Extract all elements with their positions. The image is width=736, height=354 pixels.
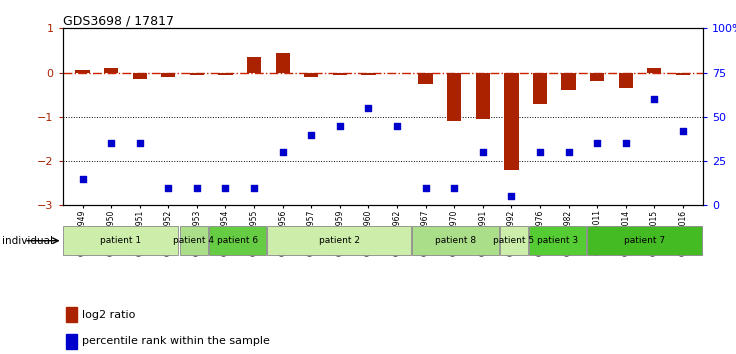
Bar — [267, 226, 411, 255]
Point — [477, 149, 489, 155]
Text: patient 4: patient 4 — [173, 235, 214, 245]
Text: percentile rank within the sample: percentile rank within the sample — [82, 336, 269, 346]
Bar — [209, 226, 266, 255]
Point — [277, 149, 289, 155]
Text: individual: individual — [2, 236, 53, 246]
Bar — [63, 226, 178, 255]
Text: patient 6: patient 6 — [216, 235, 258, 245]
Bar — [533, 73, 547, 104]
Point — [305, 132, 317, 137]
Bar — [529, 226, 586, 255]
Point — [448, 185, 460, 190]
Bar — [247, 57, 261, 73]
Point — [334, 123, 346, 129]
Point — [363, 105, 375, 111]
Point — [620, 141, 631, 146]
Bar — [361, 73, 375, 75]
Bar — [676, 73, 690, 75]
Bar — [275, 53, 290, 73]
Text: patient 5: patient 5 — [493, 235, 534, 245]
Point — [391, 123, 403, 129]
Bar — [66, 334, 77, 349]
Bar — [75, 70, 90, 73]
Bar — [504, 73, 518, 170]
Bar — [475, 73, 490, 119]
Text: patient 1: patient 1 — [100, 235, 141, 245]
Point — [248, 185, 260, 190]
Point — [105, 141, 117, 146]
Bar — [132, 73, 147, 79]
Bar — [161, 73, 175, 77]
Bar — [104, 68, 118, 73]
Bar — [590, 73, 604, 81]
Text: patient 2: patient 2 — [319, 235, 360, 245]
Bar — [447, 73, 461, 121]
Point — [506, 194, 517, 199]
Point — [591, 141, 603, 146]
Bar — [180, 226, 208, 255]
Point — [562, 149, 574, 155]
Point — [163, 185, 174, 190]
Bar — [219, 73, 233, 75]
Text: GDS3698 / 17817: GDS3698 / 17817 — [63, 14, 174, 27]
Bar — [647, 68, 662, 73]
Text: patient 3: patient 3 — [537, 235, 578, 245]
Point — [134, 141, 146, 146]
Text: patient 7: patient 7 — [624, 235, 665, 245]
Point — [534, 149, 546, 155]
Bar — [562, 73, 576, 90]
Point — [77, 176, 88, 182]
Text: log2 ratio: log2 ratio — [82, 310, 135, 320]
Text: patient 8: patient 8 — [435, 235, 476, 245]
Bar — [304, 73, 319, 77]
Point — [420, 185, 431, 190]
Bar — [587, 226, 702, 255]
Point — [648, 96, 660, 102]
Bar — [190, 73, 204, 75]
Bar — [66, 307, 77, 322]
Bar — [333, 73, 347, 75]
Bar — [412, 226, 498, 255]
Bar — [500, 226, 528, 255]
Point — [219, 185, 231, 190]
Point — [677, 128, 689, 134]
Bar — [419, 73, 433, 84]
Point — [191, 185, 203, 190]
Bar — [618, 73, 633, 88]
